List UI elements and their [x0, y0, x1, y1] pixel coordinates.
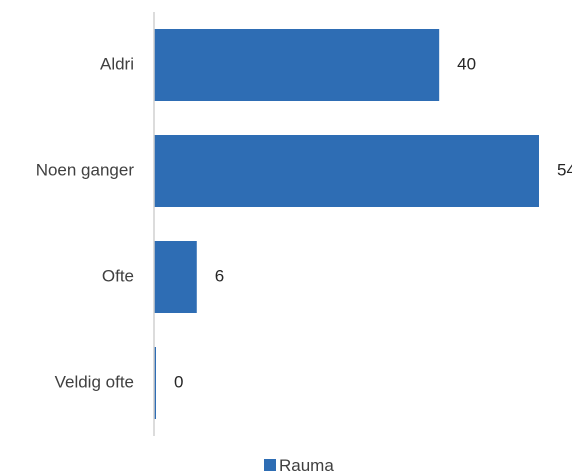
- category-label: Veldig ofte: [55, 372, 134, 391]
- labels-layer: Aldri 40 Noen ganger 54 Ofte 6 Veldig ofte 0: [36, 54, 572, 391]
- bars-layer: [154, 29, 539, 419]
- category-label: Aldri: [100, 54, 134, 73]
- legend: Rauma: [264, 456, 334, 474]
- data-label: 54: [557, 160, 572, 179]
- bar-ofte: [154, 241, 197, 313]
- data-label: 0: [174, 372, 183, 391]
- bar-veldig-ofte: [154, 347, 156, 419]
- legend-label: Rauma: [279, 456, 334, 474]
- data-label: 6: [215, 266, 224, 285]
- bar-noen-ganger: [154, 135, 539, 207]
- bar-aldri: [154, 29, 440, 101]
- category-label: Ofte: [102, 266, 134, 285]
- data-label: 40: [457, 54, 476, 73]
- category-label: Noen ganger: [36, 160, 135, 179]
- legend-swatch: [264, 459, 276, 471]
